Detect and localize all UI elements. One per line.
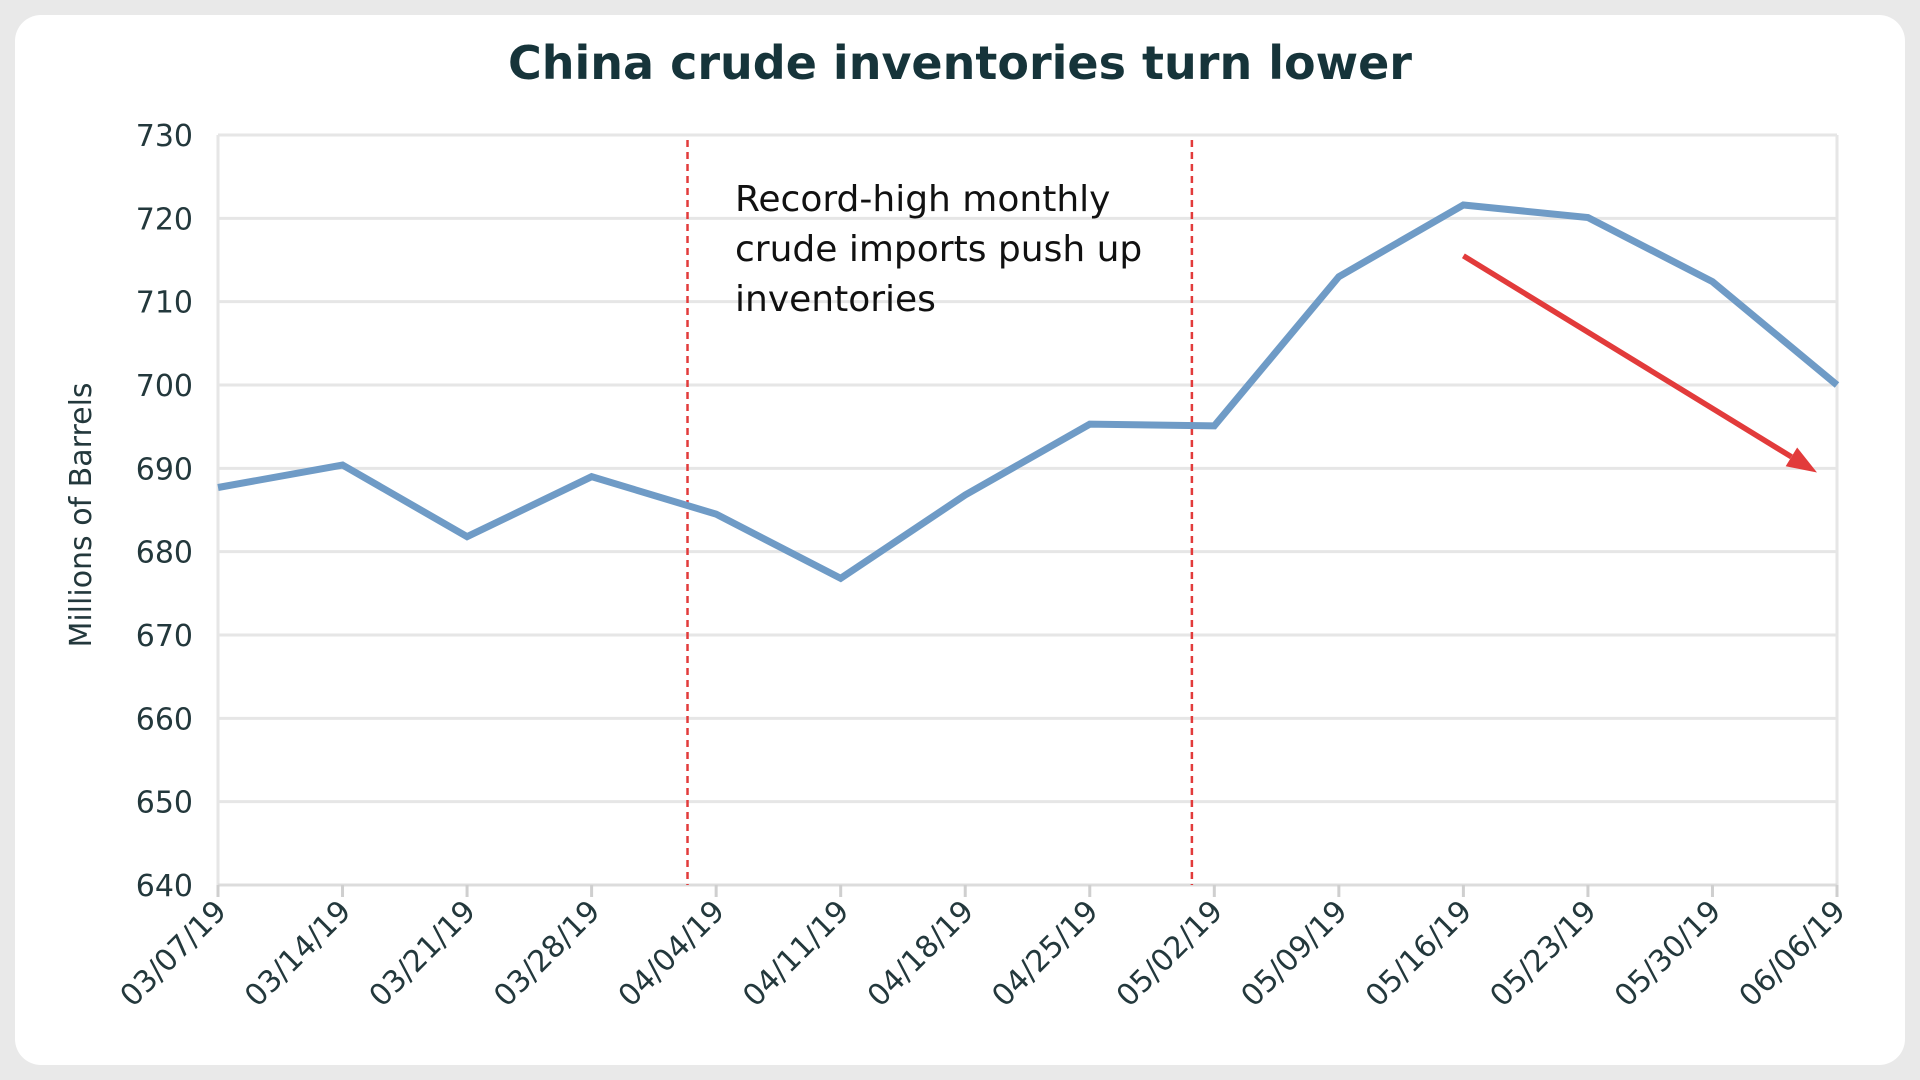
y-tick-label: 680 xyxy=(136,536,193,571)
x-tick-label: 04/25/19 xyxy=(985,894,1105,1014)
trend-arrow-head xyxy=(1785,447,1817,473)
y-tick-label: 730 xyxy=(136,119,193,154)
x-tick-label: 05/16/19 xyxy=(1359,894,1479,1014)
y-tick-label: 710 xyxy=(136,286,193,321)
x-tick-label: 06/06/19 xyxy=(1733,894,1853,1014)
x-tick-label: 04/04/19 xyxy=(612,894,732,1014)
series-line xyxy=(217,201,1840,583)
marker-layer xyxy=(686,140,1194,885)
annotation-line-2: crude imports push up xyxy=(735,229,1142,270)
x-tick-label: 05/30/19 xyxy=(1608,894,1728,1014)
trend-arrow-shaft xyxy=(1461,253,1793,460)
x-tick-label: 04/18/19 xyxy=(861,894,981,1014)
x-tick-label: 05/02/19 xyxy=(1110,894,1230,1014)
y-tick-label: 690 xyxy=(136,452,193,487)
y-tick-label: 720 xyxy=(136,202,193,237)
y-tick-label: 640 xyxy=(136,869,193,904)
x-tick-label: 05/23/19 xyxy=(1484,894,1604,1014)
x-tick-label: 04/11/19 xyxy=(736,894,856,1014)
annotation-line-3: inventories xyxy=(735,279,936,320)
series-layer xyxy=(217,201,1840,583)
y-tick-label: 670 xyxy=(136,619,193,654)
y-tick-label: 660 xyxy=(136,702,193,737)
chart-card: China crude inventories turn lower 640 65… xyxy=(15,15,1905,1065)
chart-svg: China crude inventories turn lower 640 65… xyxy=(64,36,1853,1014)
annotation-layer: Record-high monthly crude imports push u… xyxy=(735,179,1142,320)
grid-layer xyxy=(216,133,1839,887)
x-tick-label: 05/09/19 xyxy=(1234,894,1354,1014)
arrow-layer xyxy=(1461,253,1817,473)
x-tick-label: 03/07/19 xyxy=(114,894,234,1014)
y-tick-label: 650 xyxy=(136,786,193,821)
annotation-line-1: Record-high monthly xyxy=(735,179,1110,220)
chart-title: China crude inventories turn lower xyxy=(508,36,1412,90)
x-tick-label: 03/14/19 xyxy=(238,894,358,1014)
y-tick-label: 700 xyxy=(136,369,193,404)
y-axis-label: Millions of Barrels xyxy=(64,382,99,647)
x-tick-label: 03/28/19 xyxy=(487,894,607,1014)
x-tick-label: 03/21/19 xyxy=(363,894,483,1014)
